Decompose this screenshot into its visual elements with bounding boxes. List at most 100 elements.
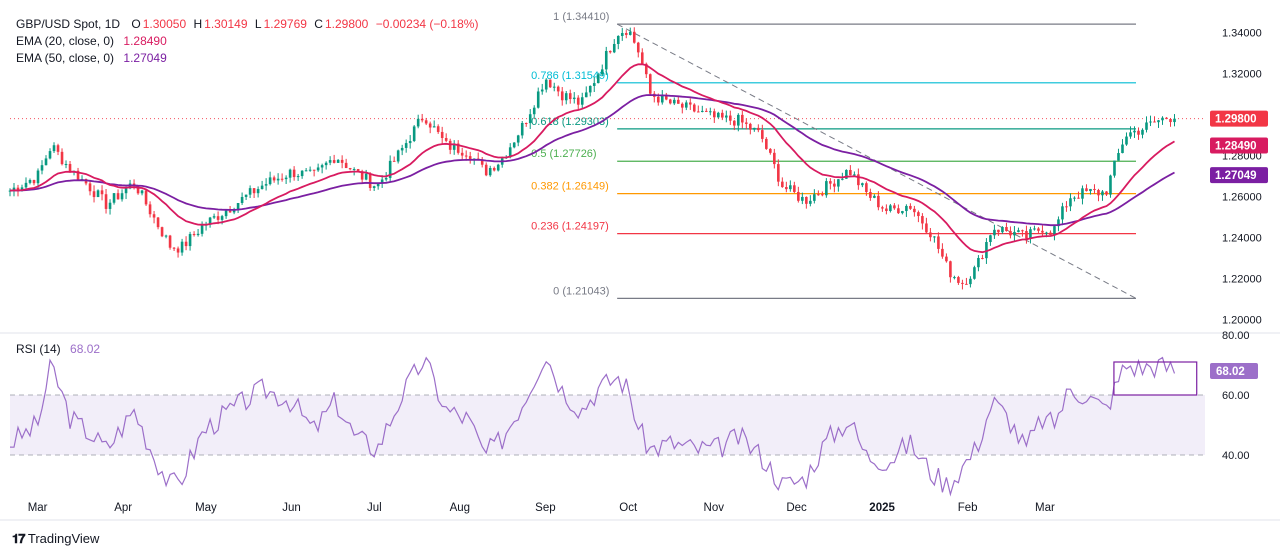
candle-body — [340, 159, 344, 163]
candle-body — [829, 181, 832, 184]
candle — [700, 105, 704, 113]
ema20-tag-bg — [1210, 137, 1268, 154]
candle-body — [865, 183, 868, 193]
candle — [885, 204, 888, 215]
candle — [248, 185, 252, 199]
candle-body — [857, 174, 860, 186]
candle — [745, 118, 748, 130]
candle — [1077, 191, 1080, 199]
candle-body — [825, 181, 828, 196]
candle — [773, 148, 776, 169]
candle-body — [1101, 191, 1104, 196]
candle-body — [805, 196, 808, 204]
fib-label-0: 0 (1.21043) — [553, 285, 609, 297]
tradingview-logo[interactable]: 𝟏𝟕 TradingView — [12, 531, 99, 547]
candle-body — [785, 187, 788, 190]
candle-body — [1069, 198, 1072, 207]
candle-body — [8, 190, 12, 192]
candle-body — [845, 169, 848, 179]
candle — [276, 173, 280, 185]
candle — [717, 111, 720, 119]
candle-body — [821, 194, 824, 196]
candle-body — [781, 181, 784, 188]
candle — [236, 202, 240, 213]
candle-body — [793, 185, 796, 192]
candle-body — [164, 235, 168, 237]
candle — [432, 120, 436, 128]
rsi-label: RSI (14) — [16, 342, 61, 356]
candle-body — [400, 147, 404, 151]
candle-body — [520, 123, 524, 136]
rsi-value: 68.02 — [70, 342, 101, 356]
candle-body — [144, 190, 148, 205]
candle-body — [172, 247, 176, 249]
candle — [96, 189, 100, 198]
candle-body — [1097, 189, 1100, 196]
candle-body — [568, 93, 572, 100]
candle — [1121, 139, 1124, 154]
candle — [268, 171, 272, 186]
candle-body — [969, 278, 972, 285]
candle — [1053, 224, 1056, 241]
candle — [424, 117, 428, 126]
candle-body — [492, 167, 496, 171]
candle — [164, 234, 168, 239]
candle — [973, 265, 976, 280]
candle-body — [140, 190, 144, 194]
candle — [372, 185, 376, 192]
candle-body — [576, 97, 580, 105]
candle-body — [628, 31, 632, 35]
candle — [560, 87, 564, 106]
candle — [116, 189, 120, 200]
candle — [1165, 117, 1168, 120]
candle-body — [1085, 188, 1088, 192]
candle-body — [212, 216, 216, 218]
candle — [484, 162, 488, 177]
ema50-line — [9, 94, 1175, 227]
candle-body — [1065, 206, 1068, 208]
candle-body — [901, 211, 904, 214]
candle — [676, 96, 680, 104]
candle-body — [64, 164, 68, 166]
candle — [468, 151, 472, 164]
time-tick-label: Aug — [450, 502, 470, 514]
candle — [524, 122, 528, 127]
candle — [749, 122, 752, 135]
candle-body — [148, 204, 152, 215]
candle-body — [176, 248, 180, 253]
candle — [308, 166, 312, 172]
candle-body — [524, 123, 528, 125]
candle-body — [869, 192, 872, 198]
candle-body — [368, 173, 372, 188]
rsi-tick-label: 40.00 — [1222, 450, 1250, 462]
candle-body — [777, 164, 780, 182]
candle-body — [833, 183, 836, 187]
candle — [905, 204, 908, 217]
rsi-tick-label: 60.00 — [1222, 390, 1250, 402]
candle — [380, 175, 384, 188]
candle-body — [909, 205, 912, 209]
candle-body — [224, 210, 228, 217]
candle — [684, 100, 688, 111]
time-tick-label: 2025 — [869, 502, 895, 514]
candle — [1149, 115, 1152, 127]
fib-label-0.236: 0.236 (1.24197) — [531, 221, 609, 233]
candle-body — [292, 169, 296, 178]
candle — [520, 120, 524, 139]
candle — [536, 87, 540, 109]
candle-body — [945, 256, 948, 262]
candle — [1117, 148, 1120, 161]
high-value: 1.30149 — [204, 17, 248, 31]
candle-body — [312, 169, 316, 171]
candle — [1029, 226, 1032, 244]
candle-body — [392, 160, 396, 162]
candle-body — [456, 143, 460, 153]
candle-body — [564, 93, 568, 101]
candle-body — [388, 160, 392, 178]
candle-body — [532, 107, 536, 115]
candle-body — [705, 110, 708, 112]
candle-body — [1045, 232, 1048, 234]
candle — [428, 121, 432, 134]
candle — [100, 185, 104, 201]
candle — [1009, 226, 1012, 239]
